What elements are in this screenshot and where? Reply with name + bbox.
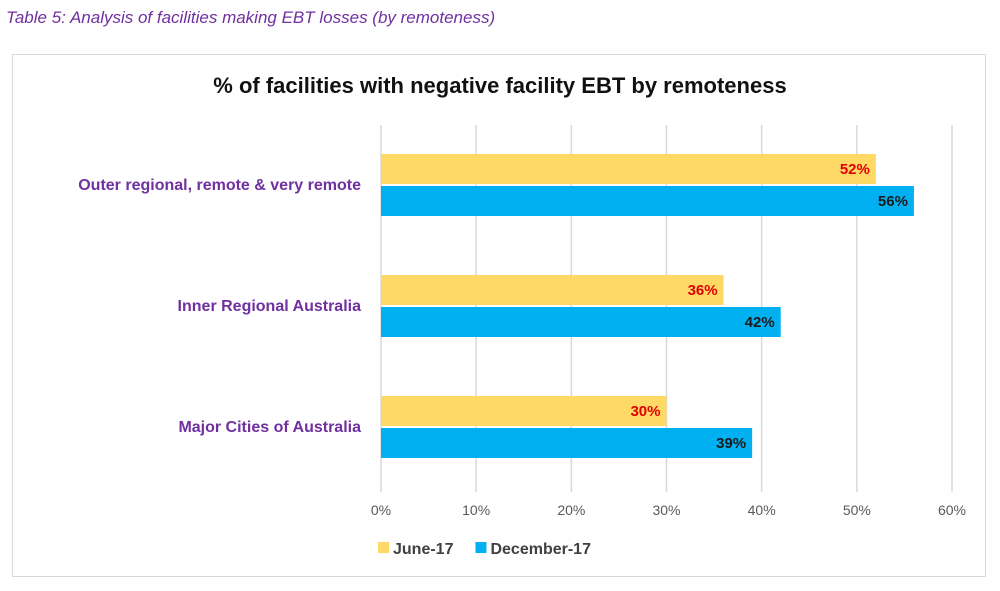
bar-june-17 bbox=[381, 154, 876, 184]
bar-june-17 bbox=[381, 275, 724, 305]
legend-swatch bbox=[378, 542, 389, 553]
category-label: Outer regional, remote & very remote bbox=[78, 177, 361, 194]
x-tick-label: 50% bbox=[843, 502, 871, 518]
bar-december-17 bbox=[381, 428, 753, 458]
chart-title: % of facilities with negative facility E… bbox=[213, 73, 787, 98]
x-tick-label: 0% bbox=[371, 502, 391, 518]
legend-swatch bbox=[475, 542, 487, 553]
x-tick-label: 30% bbox=[652, 502, 680, 518]
table-caption: Table 5: Analysis of facilities making E… bbox=[6, 8, 496, 27]
data-label: 56% bbox=[878, 193, 908, 210]
legend-label: December-17 bbox=[490, 541, 591, 558]
bar-december-17 bbox=[381, 186, 914, 216]
legend-label: June-17 bbox=[393, 541, 454, 558]
data-label: 52% bbox=[840, 161, 870, 178]
data-label: 30% bbox=[630, 403, 660, 420]
category-label: Major Cities of Australia bbox=[178, 419, 361, 436]
x-tick-label: 60% bbox=[938, 502, 966, 518]
x-tick-label: 40% bbox=[748, 502, 776, 518]
data-label: 39% bbox=[716, 435, 746, 452]
data-label: 36% bbox=[688, 282, 718, 299]
data-label: 42% bbox=[745, 314, 775, 331]
x-tick-label: 20% bbox=[557, 502, 585, 518]
bar-december-17 bbox=[381, 307, 781, 337]
bar-june-17 bbox=[381, 396, 667, 426]
x-tick-label: 10% bbox=[462, 502, 490, 518]
chart-frame bbox=[12, 54, 986, 577]
category-label: Inner Regional Australia bbox=[178, 298, 362, 315]
